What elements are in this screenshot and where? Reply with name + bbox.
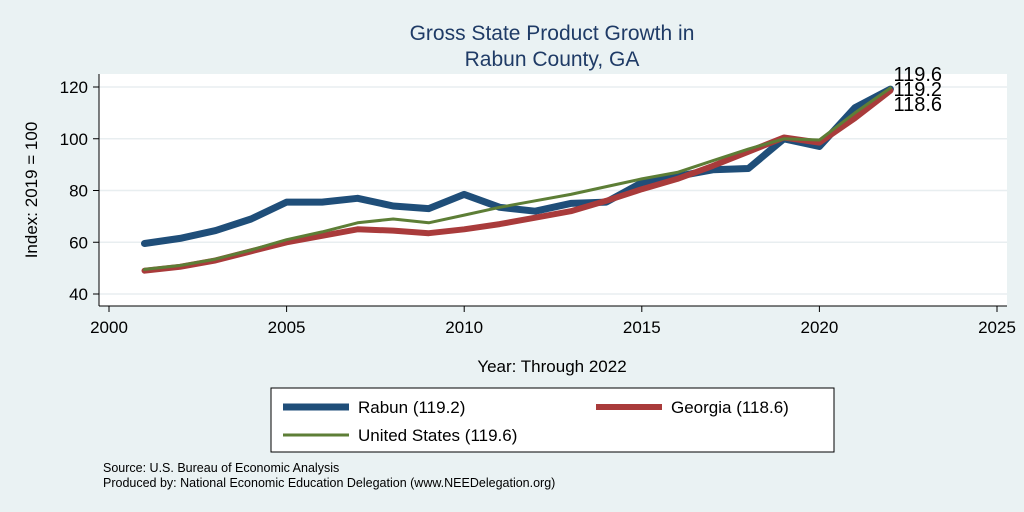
grid-lines [99, 86, 1007, 295]
y-tick-label-100: 100 [60, 130, 88, 149]
series-line-rabun [141, 85, 894, 247]
x-tick-label-2020: 2020 [800, 318, 838, 337]
end-value-label-2: 118.6 [893, 94, 942, 116]
x-tick-label-2015: 2015 [623, 318, 661, 337]
axes: 40 60 80 100 120 2000 2005 2010 2015 2020 2025 [60, 74, 1016, 337]
legend-box [270, 387, 835, 453]
x-tick-label-2005: 2005 [268, 318, 306, 337]
x-tick-label-2000: 2000 [90, 318, 128, 337]
x-axis-label: Year: Through 2022 [477, 357, 626, 376]
end-value-label-0: 119.6 [893, 64, 942, 86]
legend: Rabun (119.2) Georgia (118.6) United Sta… [270, 387, 835, 453]
chart-title-line-1: Gross State Product Growth in [410, 22, 695, 45]
x-tick-label-2010: 2010 [445, 318, 483, 337]
series-line-united-states [143, 86, 892, 271]
y-tick-label-80: 80 [69, 182, 88, 201]
legend-label-united-states: United States (119.6) [358, 426, 517, 445]
series-lines [141, 85, 894, 274]
legend-label-georgia: Georgia (118.6) [671, 398, 789, 417]
source-note: Source: U.S. Bureau of Economic Analysis [103, 461, 339, 475]
end-value-label-1: 119.2 [893, 79, 942, 101]
y-tick-label-40: 40 [69, 285, 88, 304]
legend-label-rabun: Rabun (119.2) [358, 398, 465, 417]
x-tick-label-2025: 2025 [978, 318, 1016, 337]
y-tick-label-60: 60 [69, 233, 88, 252]
y-tick-label-120: 120 [60, 78, 88, 97]
chart-title-line-2: Rabun County, GA [465, 48, 640, 71]
producer-note: Produced by: National Economic Education… [103, 476, 555, 490]
y-axis-label: Index: 2019 = 100 [22, 122, 41, 259]
